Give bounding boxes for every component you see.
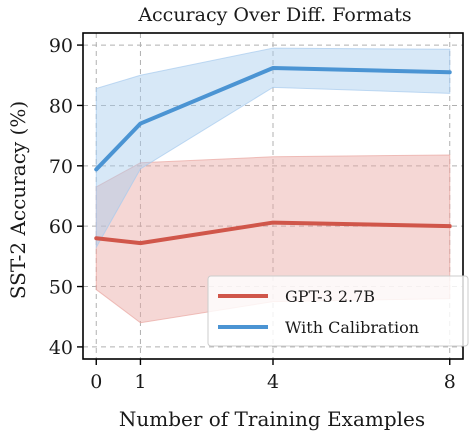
x-axis-label: Number of Training Examples xyxy=(119,407,425,431)
x-tick-label: 4 xyxy=(267,371,279,393)
y-tick-label: 80 xyxy=(49,95,73,117)
legend-label-calibration: With Calibration xyxy=(285,318,419,337)
chart-title: Accuracy Over Diff. Formats xyxy=(137,4,411,26)
axis-ticks: 0 1 4 8 40 50 60 70 80 90 xyxy=(49,35,456,393)
series-line-1 xyxy=(94,66,452,172)
legend-box xyxy=(207,275,469,347)
x-tick-label: 1 xyxy=(134,371,146,393)
y-axis-label: SST-2 Accuracy (%) xyxy=(6,101,30,299)
y-tick-label: 40 xyxy=(49,337,73,359)
series-line-0 xyxy=(94,220,452,246)
legend-label-gpt3: GPT-3 2.7B xyxy=(285,287,375,306)
x-tick-label: 8 xyxy=(444,371,456,393)
y-tick-label: 90 xyxy=(49,35,73,57)
band-1 xyxy=(95,47,451,250)
legend: GPT-3 2.7B With Calibration xyxy=(207,275,469,347)
y-tick-label: 70 xyxy=(49,156,73,178)
y-tick-label: 50 xyxy=(49,277,73,299)
series-lines xyxy=(94,66,452,246)
x-tick-label: 0 xyxy=(90,371,102,393)
y-tick-label: 60 xyxy=(49,216,73,238)
